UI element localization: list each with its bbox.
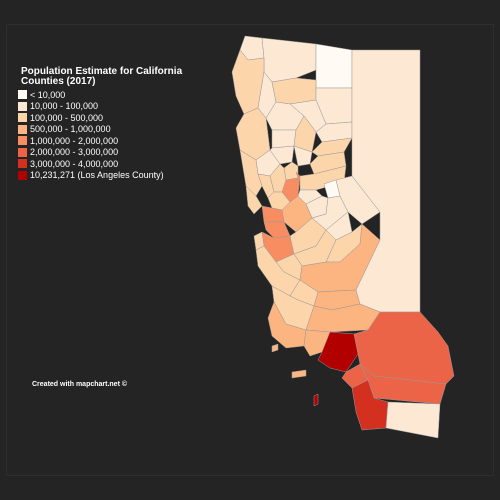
county-kern <box>305 303 381 333</box>
map-credit: Created with mapchart.net © <box>32 381 128 388</box>
legend-label: 10,000 - 100,000 <box>30 101 99 112</box>
legend-label: 3,000,000 - 4,000,000 <box>30 158 119 169</box>
legend-item: 1,000,000 - 2,000,000 <box>18 135 164 147</box>
legend-item: 10,231,271 (Los Angeles County) <box>18 170 164 182</box>
map-frame <box>6 24 494 476</box>
legend-label: 100,000 - 500,000 <box>30 112 104 123</box>
county-shasta <box>271 77 317 105</box>
legend-item: 3,000,000 - 4,000,000 <box>18 158 164 170</box>
county-imperial <box>385 401 441 439</box>
legend-label: < 10,000 <box>30 89 66 100</box>
legend-swatch <box>18 147 27 157</box>
county-nevada <box>311 137 353 157</box>
county-glenn <box>271 129 297 149</box>
county-santabarbara <box>267 301 307 349</box>
legend-item: 100,000 - 500,000 <box>18 112 164 124</box>
legend-item: 500,000 - 1,000,000 <box>18 124 164 136</box>
legend-swatch <box>18 170 27 180</box>
legend: < 10,000 10,000 - 100,000 100,000 - 500,00… <box>18 89 164 181</box>
legend-label: 10,231,271 (Los Angeles County) <box>30 170 164 181</box>
county-butte <box>293 115 317 153</box>
county-placer <box>309 151 347 175</box>
legend-swatch <box>18 136 27 146</box>
legend-label: 500,000 - 1,000,000 <box>30 124 111 135</box>
legend-swatch <box>18 101 27 111</box>
legend-item: 10,000 - 100,000 <box>18 101 164 113</box>
map-title: Population Estimate for California Count… <box>21 66 183 87</box>
legend-item: 2,000,000 - 3,000,000 <box>18 147 164 159</box>
legend-swatch <box>18 113 27 123</box>
legend-label: 2,000,000 - 3,000,000 <box>30 147 119 158</box>
county-sanjoaquin <box>281 195 313 233</box>
county-colusa <box>269 145 295 165</box>
county-siskiyou <box>261 37 317 83</box>
island-santacruz <box>291 369 307 379</box>
island-sannicolas <box>271 343 279 353</box>
legend-swatch <box>18 124 27 134</box>
legend-swatch <box>18 90 27 100</box>
legend-label: 1,000,000 - 2,000,000 <box>30 135 119 146</box>
county-marin <box>245 185 263 215</box>
county-losangeles <box>317 331 359 373</box>
county-sutter <box>283 161 299 181</box>
legend-swatch <box>18 159 27 169</box>
county-modoc <box>315 43 353 89</box>
legend-item: < 10,000 <box>18 89 164 101</box>
island-santacatalina <box>313 393 319 407</box>
